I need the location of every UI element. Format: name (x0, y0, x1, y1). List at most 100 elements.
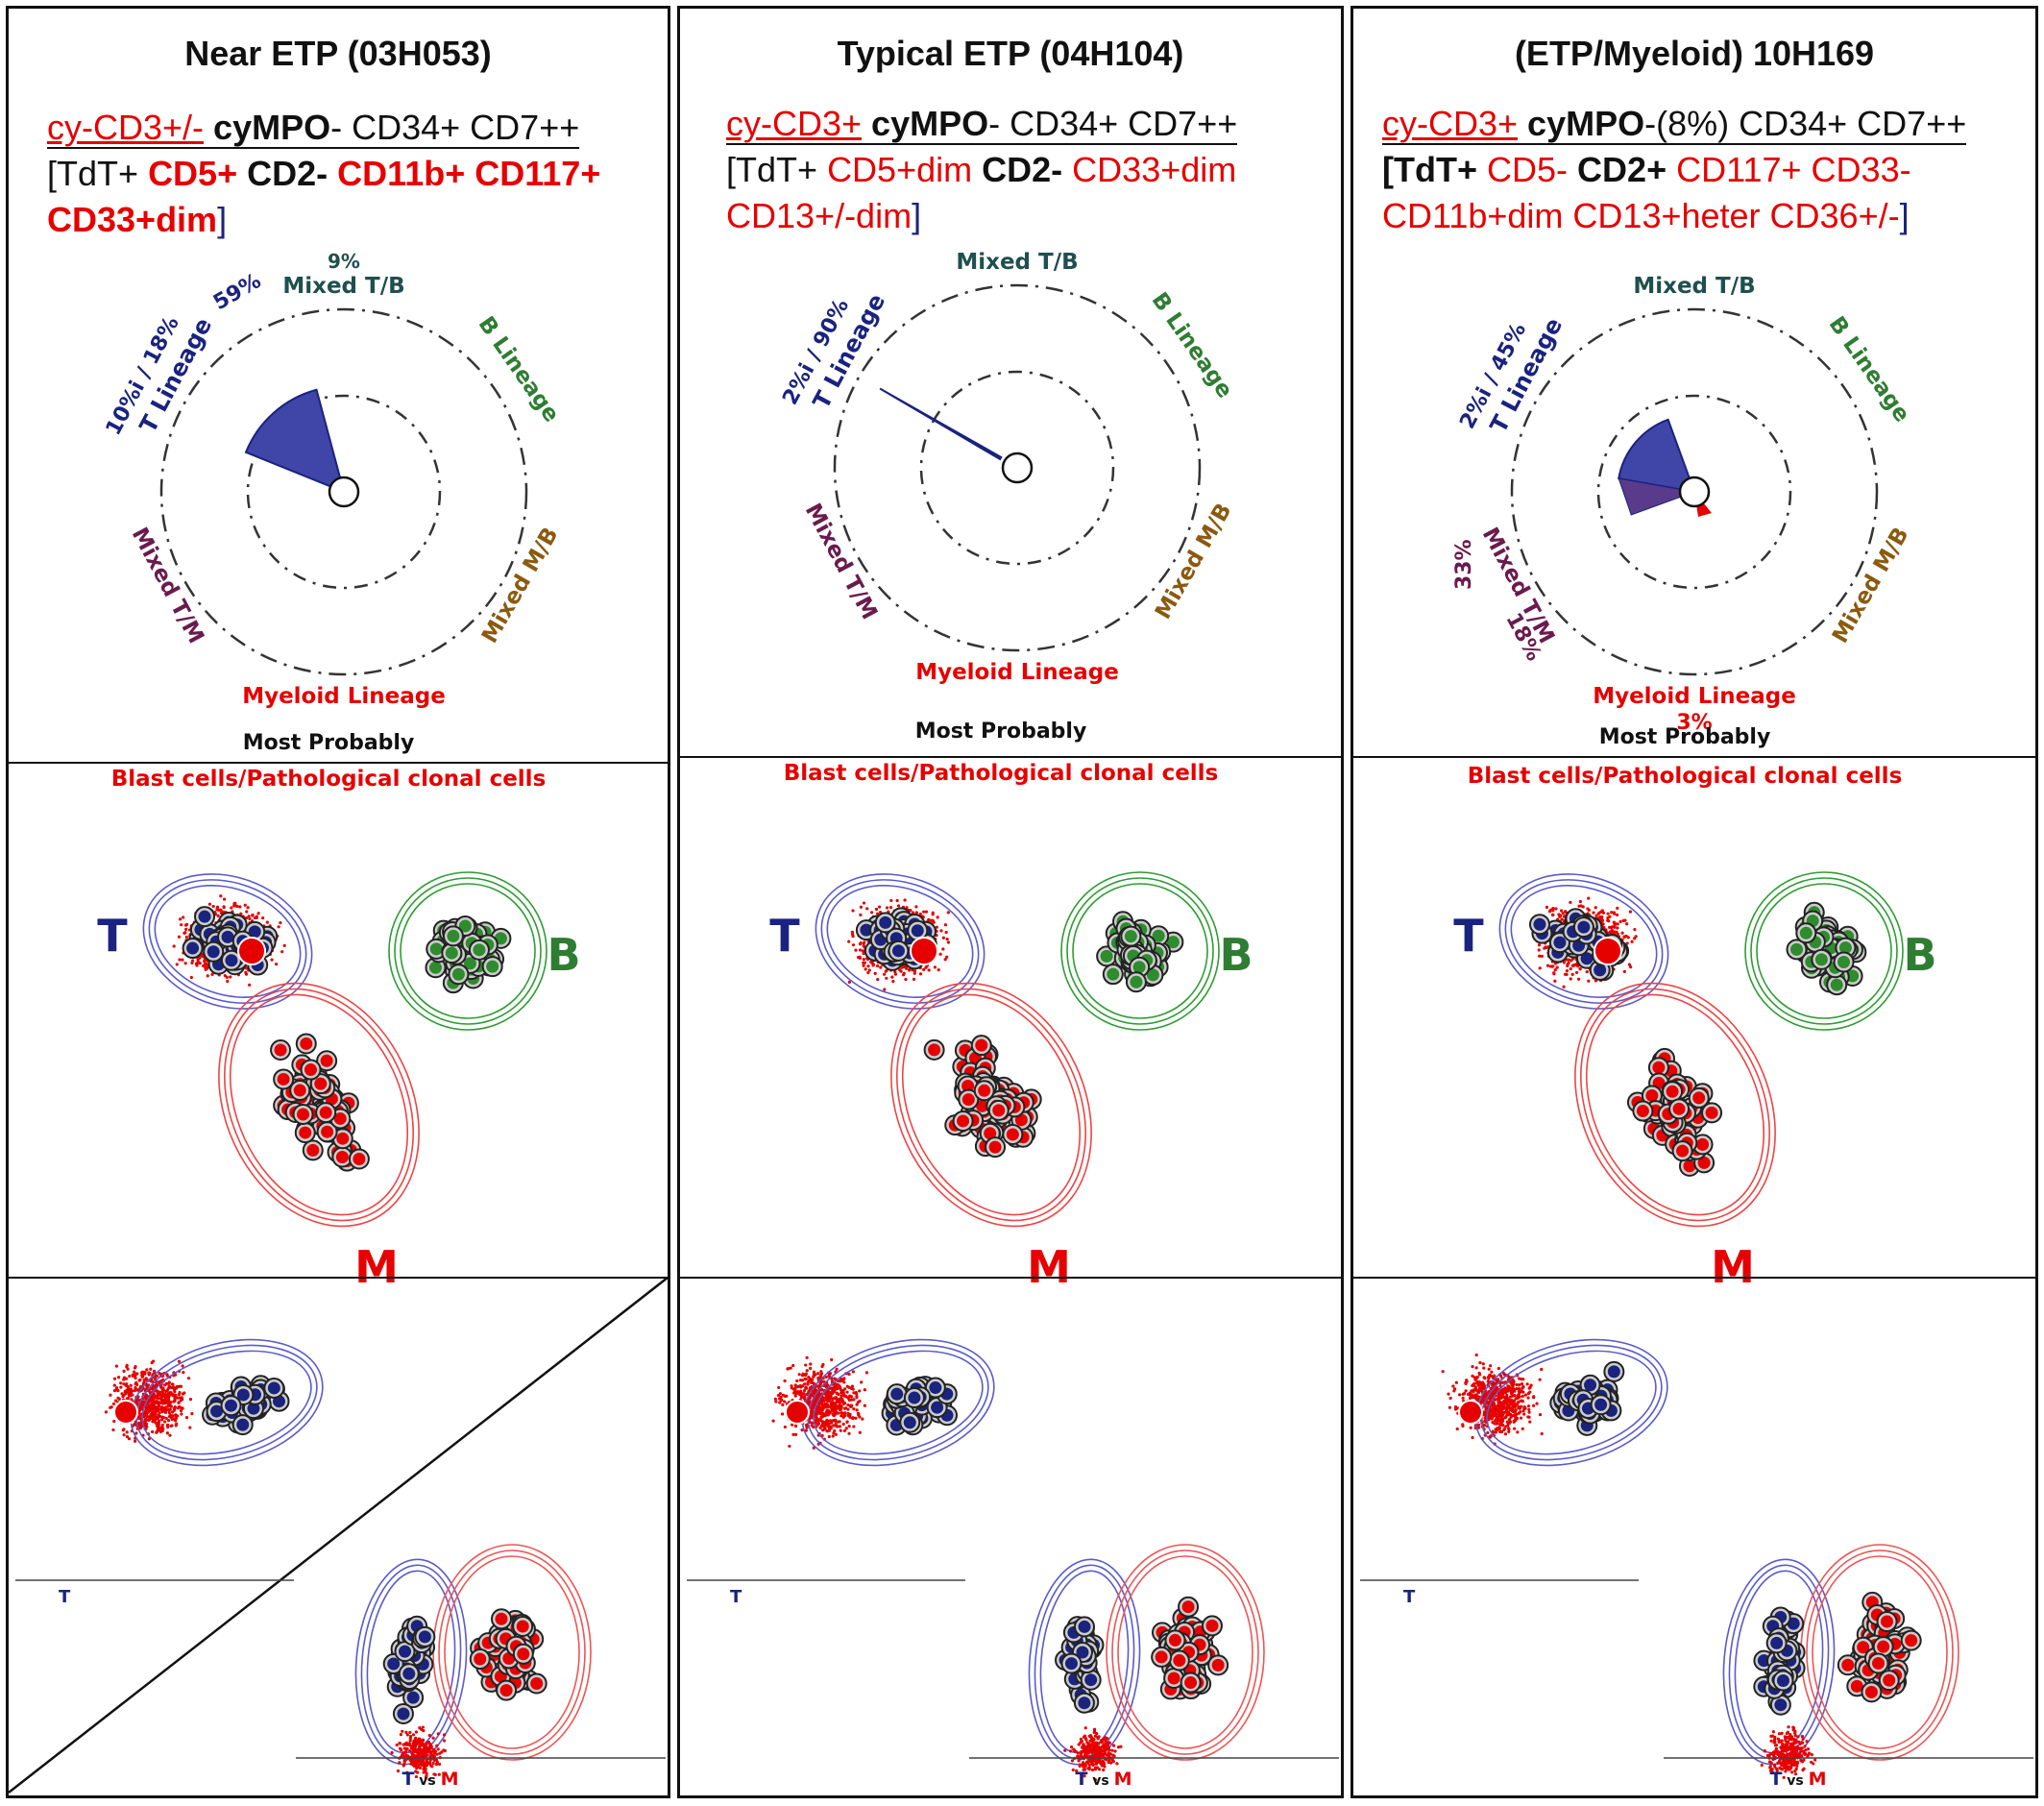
scatter-dot (112, 1419, 116, 1424)
scatter-dot (797, 1373, 801, 1377)
cluster-t-label: T (769, 910, 800, 962)
scatter-dot (406, 1754, 410, 1758)
b-cell-core (1107, 967, 1120, 981)
scatter-dot (183, 923, 188, 927)
scatter-dot (421, 1738, 426, 1742)
mpo-marker: cyMPO (213, 108, 331, 147)
scatter-dot (161, 1415, 165, 1420)
scatter-dot (860, 1380, 864, 1384)
scatter-dot (816, 1421, 820, 1426)
scatter-dot (826, 1408, 831, 1413)
cluster-t-label: T (97, 910, 128, 962)
scatter-dot (163, 1394, 168, 1398)
m-cell-core (306, 1143, 320, 1157)
marker-cd33: CD33+dim (1072, 150, 1237, 189)
scatter-dot (838, 1379, 842, 1383)
inner-ring (246, 394, 442, 590)
scatter-dot (165, 1373, 169, 1377)
scatter-dot (780, 1412, 785, 1416)
scatter-dot (188, 1426, 192, 1429)
marker-tdt: TdT+ (736, 150, 818, 189)
scatter-dot (851, 1370, 856, 1374)
scatter-dot (846, 1396, 851, 1401)
scatter-dot (858, 942, 863, 946)
scatter-dot (122, 1428, 126, 1431)
scatter-dot (799, 1391, 803, 1395)
scatter-dot (151, 1429, 155, 1434)
scatter-dot (809, 1362, 813, 1366)
mpo-marker: cyMPO (871, 104, 989, 143)
myeloid-label: Myeloid Lineage (915, 660, 1119, 685)
scatter-dot (805, 1386, 809, 1390)
scatter-dot (794, 1432, 798, 1436)
mixed-tb-pct: 9% (328, 250, 360, 273)
scatter-dot (858, 1399, 862, 1403)
scatter-dot (861, 949, 865, 953)
scatter-dot (815, 1415, 818, 1420)
b-contour (394, 877, 542, 1025)
scatter-dot (777, 1397, 782, 1401)
m-contour (224, 988, 414, 1222)
scatter-dot (931, 918, 935, 922)
b-contour (400, 883, 536, 1019)
t-cell-core (891, 944, 905, 958)
scatter-dot (858, 1430, 862, 1434)
b-cell-core (428, 961, 442, 974)
tvsm-t-cell-core (406, 1691, 420, 1704)
scatter-dot (417, 1750, 421, 1755)
panel-2: Typical ETP (04H104) cy-CD3+ cyMPO- CD34… (677, 6, 1344, 1798)
m-cell-core (353, 1152, 366, 1165)
scatter-dot (398, 1742, 402, 1745)
scatter-dot (270, 958, 274, 962)
scatter-dot (131, 1393, 134, 1397)
scatter-dot (173, 1390, 177, 1394)
scatter-dot (858, 1389, 862, 1393)
scatter-dot (820, 1364, 824, 1369)
scatter-dot (175, 963, 179, 966)
marker-cd5: CD5- (1487, 150, 1569, 189)
scatter-dot (156, 1374, 159, 1378)
scatter-dot (422, 1761, 426, 1765)
cy-cd3-marker: cy-CD3+ (726, 104, 863, 143)
scatter-dot (806, 1382, 810, 1386)
scatter-dot (134, 1387, 137, 1391)
scatter-dot (857, 1413, 861, 1417)
m-contour (229, 993, 409, 1216)
scatter-dot (248, 983, 252, 987)
scatter-dot (253, 915, 256, 920)
t-lineage-wedge (244, 388, 346, 494)
scatter-dot (188, 1398, 193, 1402)
scatter-dot (819, 1410, 823, 1414)
t-plot-cell-core (929, 1381, 942, 1395)
bracket-close: ] (217, 200, 228, 239)
scatter-dot (414, 1736, 418, 1740)
scatter-dot (830, 1405, 834, 1409)
scatter-dot (852, 1425, 856, 1428)
scatter-dot (827, 1434, 831, 1439)
scatter-dot (777, 1385, 781, 1390)
m-cell-core (299, 1126, 312, 1139)
marker-cd11b-cd13-cd36: CD11b+dim CD13+heter CD36+/- (1382, 196, 1900, 235)
scatter-dot (903, 898, 907, 902)
scatter-dot (204, 964, 207, 969)
scatter-dot (443, 1748, 447, 1753)
scatter-dot (138, 1408, 142, 1412)
tvsm-m: M (441, 1769, 459, 1790)
scatter-dot (832, 1390, 836, 1394)
scatter-dot (407, 1743, 411, 1746)
scatter-dot (430, 1765, 434, 1769)
m-contour (218, 982, 420, 1228)
scatter-dot (771, 1419, 775, 1423)
scatter-dot (799, 1396, 804, 1400)
scatter-dot (182, 915, 185, 919)
scatter-dot (239, 912, 243, 915)
scatter-dot (847, 1425, 851, 1428)
mixed-tm-label: Mixed T/M (127, 524, 208, 647)
b-cell-core (429, 942, 443, 956)
scatter-dot (398, 1746, 402, 1750)
marker-cd2: CD2- (247, 154, 328, 193)
scatter-dot (848, 1415, 852, 1419)
scatter-dot (427, 1745, 431, 1750)
marker-cd5: CD5+dim (827, 150, 973, 189)
panel-3: (ETP/Myeloid) 10H169 cy-CD3+ cyMPO-(8%) … (1350, 6, 2038, 1798)
